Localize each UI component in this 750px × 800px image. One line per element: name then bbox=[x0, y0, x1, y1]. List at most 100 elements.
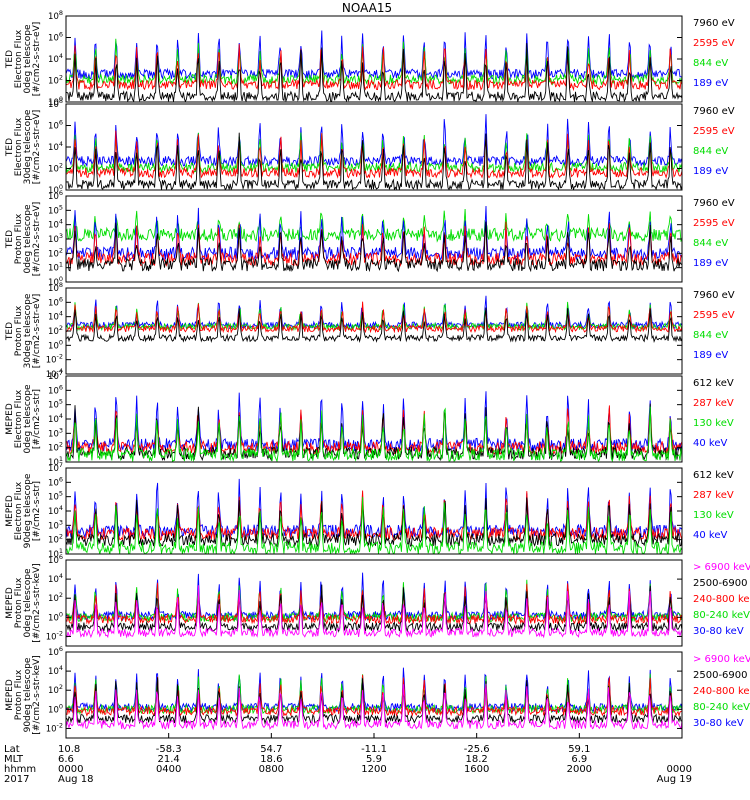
series-line-2595-ev bbox=[66, 130, 682, 179]
legend-entry: 2595 eV bbox=[693, 218, 735, 229]
y-tick-label: 102 bbox=[48, 246, 63, 259]
y-tick-label: 104 bbox=[48, 572, 63, 585]
y-tick-label: 103 bbox=[48, 518, 63, 531]
y-axis-label: [#/cm2-s-str-keV] bbox=[32, 655, 42, 734]
y-axis-label: 0deg telescope bbox=[23, 384, 33, 454]
legend-entry: 189 eV bbox=[693, 78, 728, 89]
y-axis-label: [#/cm2-s-str-eV] bbox=[32, 22, 42, 97]
x-tick-label: 2000 bbox=[567, 764, 592, 775]
y-tick-label: 102 bbox=[48, 324, 63, 337]
y-axis-label: [#/cm2-s-str-eV] bbox=[32, 110, 42, 185]
legend-entry: 844 eV bbox=[693, 330, 728, 341]
x-tick-label: -25.6 bbox=[464, 744, 490, 755]
y-axis-label: 90deg telescope bbox=[23, 657, 33, 732]
y-tick-label: 100 bbox=[48, 338, 63, 351]
y-axis-label: [#/cm2-s-str] bbox=[32, 481, 42, 541]
series-line--6900-kev bbox=[66, 683, 682, 731]
panel-plot-area bbox=[66, 114, 682, 190]
series-line-7960-ev bbox=[66, 221, 682, 273]
legend-entry: 130 keV bbox=[693, 510, 734, 521]
series-line-612-kev bbox=[66, 497, 682, 548]
series-line-80-240-kev bbox=[66, 579, 682, 624]
legend-entry: > 6900 keV bbox=[693, 654, 750, 665]
series-line-844-ev bbox=[66, 38, 682, 86]
y-tick-label: 104 bbox=[48, 310, 63, 323]
panel-plot-area bbox=[66, 205, 682, 273]
y-tick-label: 108 bbox=[48, 9, 63, 22]
x-tick-label: 10.8 bbox=[58, 744, 80, 755]
series-line-7960-ev bbox=[66, 307, 682, 343]
y-tick-label: 10-2 bbox=[46, 353, 63, 366]
x-tick-label: 21.4 bbox=[158, 754, 180, 765]
y-tick-label: 104 bbox=[48, 218, 63, 231]
x-tick-label: 18.6 bbox=[260, 754, 282, 765]
panel-plot-area bbox=[66, 667, 682, 731]
x-row-label: MLT bbox=[4, 754, 24, 765]
x-tick-label: Aug 19 bbox=[657, 774, 692, 785]
legend-entry: 30-80 keV bbox=[693, 626, 744, 637]
y-axis-label: 30deg telescope bbox=[23, 109, 33, 184]
chart-title: NOAA15 bbox=[342, 1, 392, 15]
legend-entry: 30-80 keV bbox=[693, 718, 744, 729]
y-tick-label: 106 bbox=[48, 119, 63, 132]
x-tick-label: 6.6 bbox=[58, 754, 74, 765]
x-tick-label: 5.9 bbox=[366, 754, 382, 765]
legend-entry: 844 eV bbox=[693, 146, 728, 157]
x-row-label: 2017 bbox=[4, 774, 29, 785]
y-axis-label: MEPED bbox=[5, 679, 15, 711]
x-tick-label: 0800 bbox=[259, 764, 284, 775]
series-line--6900-kev bbox=[66, 585, 682, 639]
legend-entry: 844 eV bbox=[693, 238, 728, 249]
y-axis-label: 0deg telescope bbox=[23, 24, 33, 94]
y-axis-label: MEPED bbox=[5, 495, 15, 527]
x-row-label: hhmm bbox=[4, 764, 36, 775]
y-tick-label: 104 bbox=[48, 52, 63, 65]
y-axis-label: 90deg telescope bbox=[23, 473, 33, 548]
y-axis-label: [#/cm2-s-str] bbox=[32, 389, 42, 449]
panel-plot-area bbox=[66, 572, 682, 639]
panel-8: 10-2 100 102 104 106 MEPED Proton Flux 90deg te… bbox=[5, 645, 750, 739]
y-tick-label: 100 bbox=[48, 702, 63, 715]
y-tick-label: 104 bbox=[48, 140, 63, 153]
y-axis-label: Electron Flux bbox=[14, 29, 24, 88]
y-tick-label: 106 bbox=[48, 645, 63, 658]
legend-entry: 189 eV bbox=[693, 350, 728, 361]
x-tick-label: 0400 bbox=[156, 764, 181, 775]
legend-entry: 130 keV bbox=[693, 418, 734, 429]
legend-entry: 80-240 keV bbox=[693, 702, 750, 713]
y-tick-label: 106 bbox=[48, 295, 63, 308]
y-tick-label: 104 bbox=[48, 504, 63, 517]
y-tick-label: 103 bbox=[48, 426, 63, 439]
x-row-label: Lat bbox=[4, 744, 20, 755]
panel-plot-area bbox=[66, 295, 682, 343]
series-line-130-kev bbox=[66, 406, 682, 462]
legend-entry: 40 keV bbox=[693, 530, 727, 541]
series-line-287-kev bbox=[66, 405, 682, 456]
y-axis-label: Proton Flux bbox=[14, 669, 24, 720]
y-axis-label: 0deg telescope bbox=[23, 568, 33, 638]
y-tick-label: 102 bbox=[48, 533, 63, 546]
legend-entry: 240-800 ke bbox=[693, 686, 750, 697]
y-tick-label: 105 bbox=[48, 490, 63, 503]
series-line-130-kev bbox=[66, 496, 682, 554]
y-tick-label: 104 bbox=[48, 664, 63, 677]
legend-entry: 612 keV bbox=[693, 470, 734, 481]
legend-entry: 189 eV bbox=[693, 258, 728, 269]
y-tick-label: 103 bbox=[48, 232, 63, 245]
y-axis-label: Proton Flux bbox=[14, 577, 24, 628]
y-tick-label: 102 bbox=[48, 441, 63, 454]
y-tick-label: 102 bbox=[48, 74, 63, 87]
y-tick-label: 10-2 bbox=[46, 629, 63, 642]
y-tick-label: 106 bbox=[48, 475, 63, 488]
legend-entry: 2595 eV bbox=[693, 38, 735, 49]
legend-entry: 2595 eV bbox=[693, 126, 735, 137]
y-tick-label: 102 bbox=[48, 591, 63, 604]
y-axis-label: TED bbox=[5, 322, 15, 341]
x-tick-label: 6.9 bbox=[571, 754, 587, 765]
x-tick-label: Aug 18 bbox=[58, 774, 93, 785]
